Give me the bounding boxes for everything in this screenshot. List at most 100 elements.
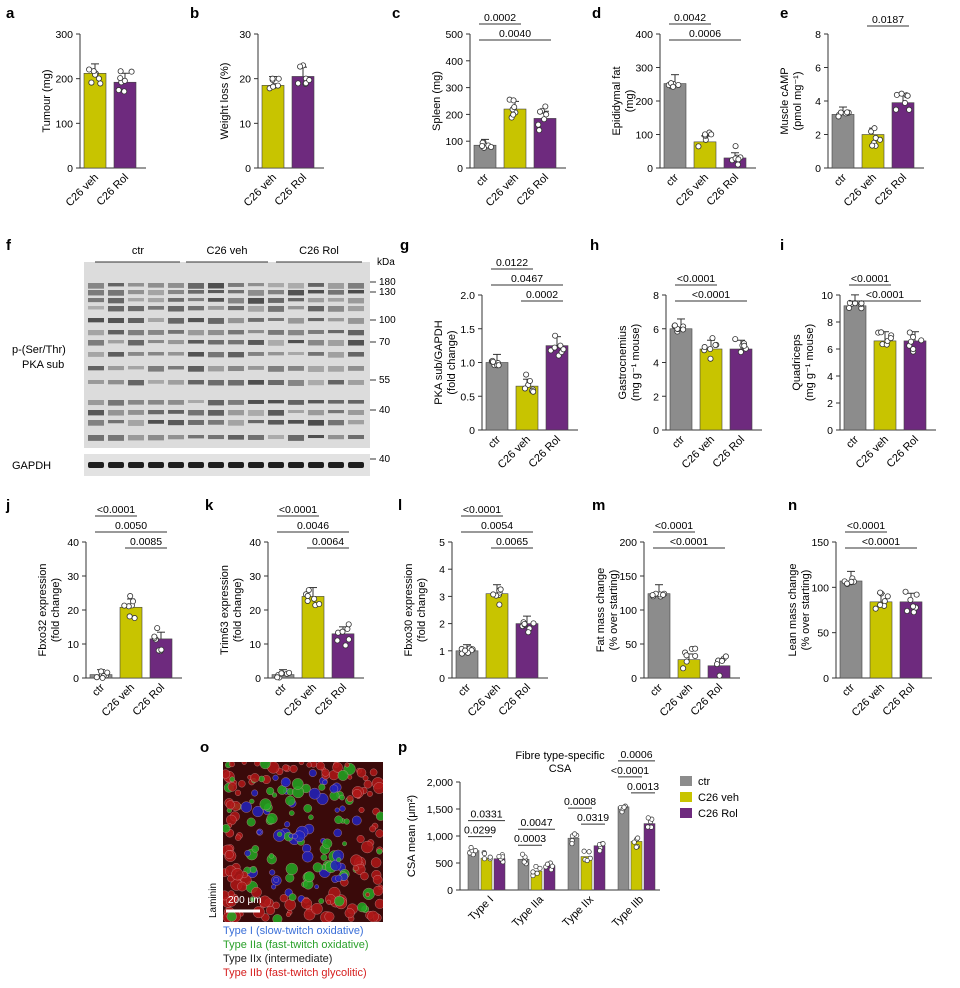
muscle-fibre (228, 762, 235, 768)
y-tick-label: 100 (445, 136, 463, 148)
blot-band (248, 400, 264, 404)
chart-panel-g: g 0 0.5 1.0 1.5 2.0 PKA sub/GAPDH (fold change)… (400, 237, 578, 471)
muscle-fibre (266, 905, 275, 915)
data-point (878, 329, 885, 336)
y-tick-label: 30 (239, 29, 251, 41)
muscle-fibre (318, 783, 326, 791)
blot-band (328, 330, 344, 334)
muscle-fibre (303, 804, 313, 813)
laminin-label: Laminin (208, 883, 219, 918)
x-tick-label: C26 veh (282, 682, 319, 719)
p-value-label: 0.0008 (564, 796, 596, 808)
blot-band (168, 410, 184, 414)
p-value-label: 0.0046 (297, 520, 329, 532)
muscle-fibre (224, 850, 234, 859)
muscle-fibre (306, 762, 312, 768)
y-axis-label: (% over starting) (800, 570, 812, 651)
gapdh-band (268, 462, 284, 468)
data-point (121, 88, 128, 95)
y-axis-label: CSA mean (μm²) (406, 795, 418, 877)
data-point (295, 80, 302, 87)
muscle-fibre (373, 885, 383, 896)
x-tick-label: ctr (486, 433, 503, 450)
muscle-fibre (337, 770, 349, 781)
muscle-fibre (316, 762, 325, 771)
bar-c26-rol (643, 823, 656, 891)
blot-band (268, 306, 284, 312)
data-point (660, 591, 667, 598)
data-point (887, 335, 894, 342)
blot-band (108, 410, 124, 416)
data-point (305, 587, 312, 594)
blot-band (228, 435, 244, 440)
data-point (600, 841, 606, 847)
data-point (523, 371, 530, 378)
p-value-label: <0.0001 (847, 520, 885, 532)
panel-letter-k: k (205, 497, 214, 514)
muscle-fibre (235, 834, 242, 841)
muscle-fibre (298, 762, 305, 766)
data-point (468, 845, 474, 851)
x-tick-label: Type I (466, 894, 496, 924)
data-point (154, 625, 161, 632)
blot-band (88, 306, 104, 310)
muscle-fibre (318, 898, 325, 904)
muscle-fibre (312, 862, 323, 873)
blot-band (288, 298, 304, 302)
x-tick-label: C26 veh (854, 434, 891, 471)
x-tick-label: C26 veh (850, 682, 887, 719)
x-tick-label: C26 Rol (881, 682, 918, 719)
muscle-fibre (342, 841, 347, 847)
blot-band (208, 410, 224, 416)
muscle-fibre (266, 813, 278, 825)
panel-letter-i: i (780, 237, 784, 254)
y-axis-label: (mg) (624, 90, 636, 113)
blot-band (128, 420, 144, 426)
muscle-fibre (249, 866, 257, 874)
y-tick-label: 2 (653, 391, 659, 403)
x-tick-label: C26 Rol (497, 682, 534, 719)
data-point (645, 815, 651, 821)
y-tick-label: 500 (445, 29, 463, 41)
muscle-fibre (292, 833, 298, 840)
data-point (918, 337, 925, 344)
data-point (270, 83, 277, 90)
blot-band (288, 400, 304, 405)
gapdh-band (148, 462, 164, 468)
blot-band (108, 306, 124, 312)
muscle-fibre (351, 815, 362, 826)
blot-band (168, 330, 184, 334)
data-point (633, 844, 639, 850)
blot-band (168, 400, 184, 405)
data-point (683, 652, 690, 659)
blot-band (128, 380, 144, 386)
y-tick-label: 150 (811, 537, 829, 549)
data-point (635, 835, 641, 841)
muscle-fibre (356, 835, 365, 843)
y-axis-label: (mg g⁻¹ mouse) (630, 324, 642, 401)
data-point (906, 106, 913, 113)
blot-band (308, 306, 324, 312)
data-point (549, 863, 555, 869)
y-tick-label: 30 (249, 571, 261, 583)
x-tick-label: C26 Rol (273, 172, 310, 209)
muscle-fibre (326, 899, 332, 905)
muscle-fibre (249, 798, 255, 804)
muscle-fibre (367, 910, 379, 922)
data-point (872, 605, 879, 612)
p-value-label: 0.0065 (496, 536, 528, 548)
blot-group-ctr: ctr (132, 245, 145, 257)
y-tick-label: 30 (67, 571, 79, 583)
blot-band (288, 290, 304, 296)
blot-band (328, 318, 344, 322)
blot-band (208, 380, 224, 386)
data-point (846, 304, 853, 311)
y-tick-label: 100 (811, 582, 829, 594)
data-point (835, 113, 842, 120)
data-point (701, 344, 708, 351)
